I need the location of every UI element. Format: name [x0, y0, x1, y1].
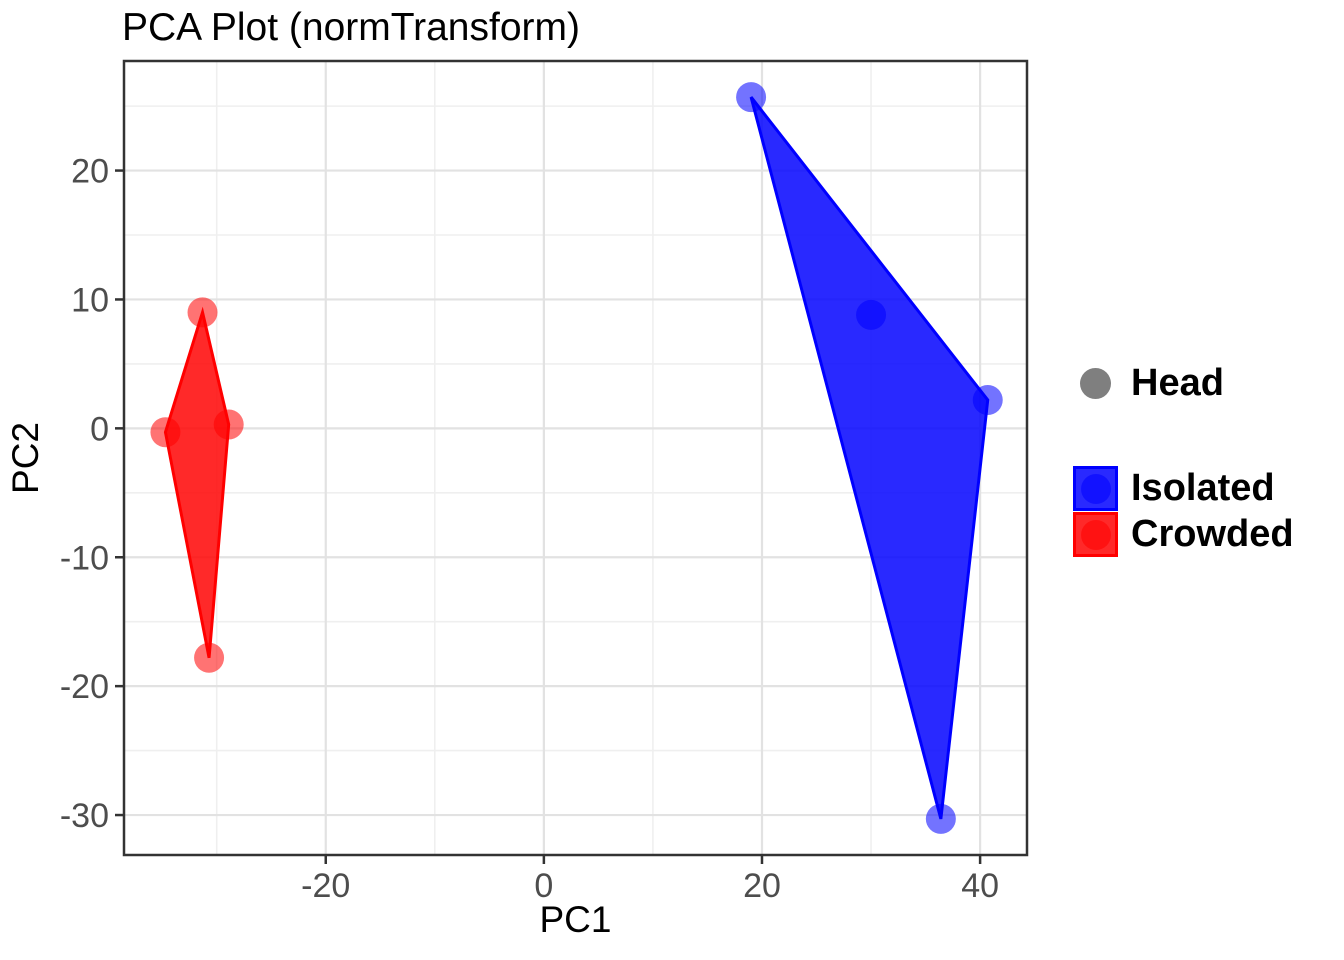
data-point-crowded: [187, 297, 218, 328]
crowded-key-swatch-icon: [1073, 512, 1118, 557]
panel-border: [122, 59, 1029, 857]
x-axis-tick-label: -20: [301, 867, 350, 905]
data-point-isolated: [856, 299, 887, 330]
data-point-isolated: [925, 803, 956, 834]
x-axis-tick-label: 40: [961, 867, 999, 905]
data-point-isolated: [736, 82, 767, 113]
isolated-key-swatch-icon: [1073, 466, 1118, 511]
crowded-key-dot-icon: [1080, 519, 1111, 550]
data-point-isolated: [972, 384, 1003, 415]
head-point-swatch-icon: [1080, 367, 1111, 399]
plot-title: PCA Plot (normTransform): [122, 6, 580, 49]
legend-item-head: Head: [1073, 360, 1224, 406]
y-axis-tick-label: -10: [60, 539, 109, 577]
isolated-key-dot-icon: [1080, 473, 1111, 504]
x-axis-tick-label: 20: [743, 867, 781, 905]
y-axis-tick-label: -20: [60, 668, 109, 706]
x-axis-title: PC1: [540, 899, 612, 940]
legend-label-crowded: Crowded: [1131, 513, 1294, 555]
y-axis-tick-label: 10: [71, 281, 109, 319]
legend-item-crowded: Crowded: [1073, 512, 1294, 557]
data-point-crowded: [150, 417, 181, 448]
legend-shape-group: Head: [1073, 360, 1224, 406]
y-axis-tick-label: 0: [90, 410, 109, 448]
x-axis-tick-label: 0: [534, 867, 553, 905]
y-axis-title: PC2: [5, 422, 46, 494]
hull-polygon-isolated: [749, 96, 990, 820]
legend-label-isolated: Isolated: [1131, 467, 1275, 509]
y-axis-tick-label: 20: [71, 153, 109, 191]
y-axis-tick-label: -30: [60, 797, 109, 835]
legend-fill-group: Isolated Crowded: [1073, 466, 1294, 558]
data-point-crowded: [194, 642, 225, 673]
legend-label-head: Head: [1131, 361, 1224, 404]
data-point-crowded: [213, 409, 244, 440]
legend-item-isolated: Isolated: [1073, 466, 1294, 511]
